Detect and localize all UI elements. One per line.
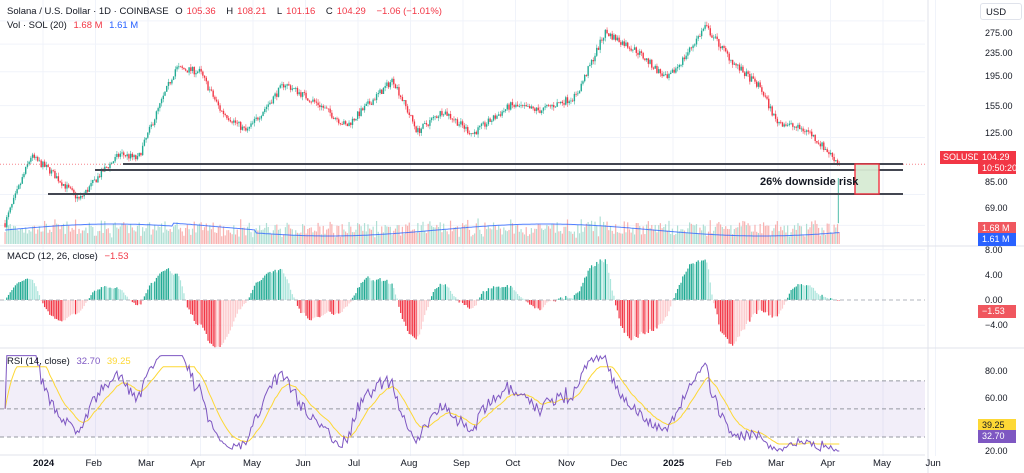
volume-badge: 1.68 M xyxy=(978,222,1016,235)
rsi-tick: 60.00 xyxy=(985,393,1008,403)
rsi-plot xyxy=(0,354,925,452)
close-label: C xyxy=(325,6,333,17)
macd-tick: −4.00 xyxy=(985,320,1008,330)
macd-histogram xyxy=(0,259,925,348)
symbol-price-badge: SOLUSD xyxy=(940,151,984,164)
last-price-badge: 104.29 10:50:20 xyxy=(978,151,1018,174)
rsi-ma-badge: 39.25 xyxy=(978,419,1016,432)
price-tick: 195.00 xyxy=(985,71,1013,81)
panel-separators[interactable] xyxy=(0,245,1024,456)
time-label: Jun xyxy=(925,458,941,469)
low-value: 101.16 xyxy=(286,6,316,17)
time-label: Feb xyxy=(715,458,732,469)
macd-legend: MACD (12, 26, close) −1.53 xyxy=(7,251,133,262)
volume-ma-value: 1.61 M xyxy=(109,20,139,31)
time-label: May xyxy=(873,458,891,469)
price-candles xyxy=(0,21,925,229)
last-price: 104.29 xyxy=(982,152,1010,162)
time-label: Mar xyxy=(768,458,785,469)
volume-legend: Vol · SOL (20) 1.68 M 1.61 M xyxy=(7,20,142,31)
rsi-value: 32.70 xyxy=(76,356,101,367)
time-label: Mar xyxy=(138,458,155,469)
rsi-tick: 20.00 xyxy=(985,446,1008,456)
time-label: 2024 xyxy=(33,458,55,469)
volume-ma-badge: 1.61 M xyxy=(978,233,1016,246)
time-label: Apr xyxy=(190,458,206,469)
time-label: Aug xyxy=(400,458,418,469)
macd-title: MACD (12, 26, close) xyxy=(7,251,98,262)
volume-bars xyxy=(4,216,840,244)
support-levels[interactable] xyxy=(48,163,903,195)
macd-value: −1.53 xyxy=(104,251,129,262)
macd-tick: 4.00 xyxy=(985,270,1003,280)
high-label: H xyxy=(226,6,234,17)
time-label: 2025 xyxy=(663,458,685,469)
volume-title: Vol · SOL (20) xyxy=(7,20,67,31)
rsi-title: RSI (14, close) xyxy=(7,356,70,367)
bar-countdown: 10:50:20 xyxy=(982,163,1018,173)
change-value: −1.06 (−1.01%) xyxy=(376,6,442,17)
time-label: Apr xyxy=(820,458,836,469)
volume-value: 1.68 M xyxy=(73,20,103,31)
time-label: Sep xyxy=(453,458,470,469)
open-label: O xyxy=(175,6,183,17)
rsi-legend: RSI (14, close) 32.70 39.25 xyxy=(7,356,135,367)
price-tick: 69.00 xyxy=(985,203,1008,213)
price-tick: 275.00 xyxy=(985,28,1013,38)
currency-selector[interactable]: USD xyxy=(980,3,1022,20)
macd-tick: 8.00 xyxy=(985,245,1003,255)
time-label: Feb xyxy=(85,458,102,469)
close-value: 104.29 xyxy=(336,6,366,17)
time-label: Jun xyxy=(295,458,311,469)
price-tick: 235.00 xyxy=(985,48,1013,58)
macd-badge: −1.53 xyxy=(978,305,1016,318)
symbol-title: Solana / U.S. Dollar · 1D · COINBASE xyxy=(7,6,169,17)
time-label: Dec xyxy=(610,458,628,469)
downside-risk-annotation[interactable]: 26% downside risk xyxy=(760,176,859,188)
open-value: 105.36 xyxy=(186,6,216,17)
price-tick: 125.00 xyxy=(985,128,1013,138)
rsi-ma-value: 39.25 xyxy=(106,356,131,367)
macd-tick: 0.00 xyxy=(985,295,1003,305)
price-tick: 155.00 xyxy=(985,101,1013,111)
price-tick: 85.00 xyxy=(985,177,1008,187)
time-label: Jul xyxy=(348,458,361,469)
time-label: Nov xyxy=(558,458,575,469)
time-label: May xyxy=(243,458,261,469)
rsi-badge: 32.70 xyxy=(978,430,1016,443)
high-value: 108.21 xyxy=(237,6,267,17)
symbol-legend: Solana / U.S. Dollar · 1D · COINBASE O 10… xyxy=(7,6,446,17)
low-label: L xyxy=(276,6,283,17)
rsi-tick: 80.00 xyxy=(985,366,1008,376)
time-label: Oct xyxy=(505,458,521,469)
